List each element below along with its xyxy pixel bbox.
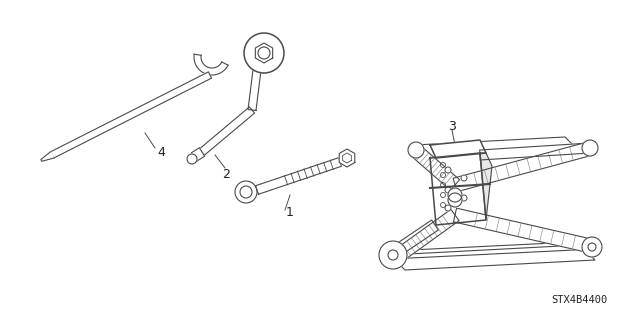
Polygon shape <box>410 145 460 190</box>
Circle shape <box>244 33 284 73</box>
Circle shape <box>379 241 407 269</box>
Circle shape <box>582 140 598 156</box>
Polygon shape <box>480 143 590 160</box>
Polygon shape <box>255 158 341 194</box>
Polygon shape <box>394 209 459 262</box>
Text: 2: 2 <box>222 168 230 182</box>
Circle shape <box>235 181 257 203</box>
Polygon shape <box>41 152 54 161</box>
Circle shape <box>445 167 451 173</box>
Circle shape <box>408 142 424 158</box>
Polygon shape <box>454 208 596 254</box>
Circle shape <box>445 205 451 211</box>
Circle shape <box>461 195 467 201</box>
Polygon shape <box>453 141 594 192</box>
Circle shape <box>448 188 462 202</box>
Polygon shape <box>200 107 255 155</box>
Text: 3: 3 <box>448 121 456 133</box>
Polygon shape <box>390 241 595 259</box>
Polygon shape <box>480 153 492 220</box>
Polygon shape <box>430 140 486 158</box>
Polygon shape <box>392 220 438 257</box>
Polygon shape <box>390 245 595 270</box>
Polygon shape <box>430 153 486 225</box>
Polygon shape <box>191 148 205 161</box>
Text: 1: 1 <box>286 206 294 219</box>
Circle shape <box>582 237 602 257</box>
Polygon shape <box>51 72 212 158</box>
Circle shape <box>461 175 467 181</box>
Polygon shape <box>339 149 355 167</box>
Text: 4: 4 <box>157 145 165 159</box>
Circle shape <box>448 193 462 207</box>
Circle shape <box>187 154 197 164</box>
Polygon shape <box>415 137 578 158</box>
Circle shape <box>445 187 451 193</box>
Polygon shape <box>248 62 262 110</box>
Text: STX4B4400: STX4B4400 <box>552 295 608 305</box>
